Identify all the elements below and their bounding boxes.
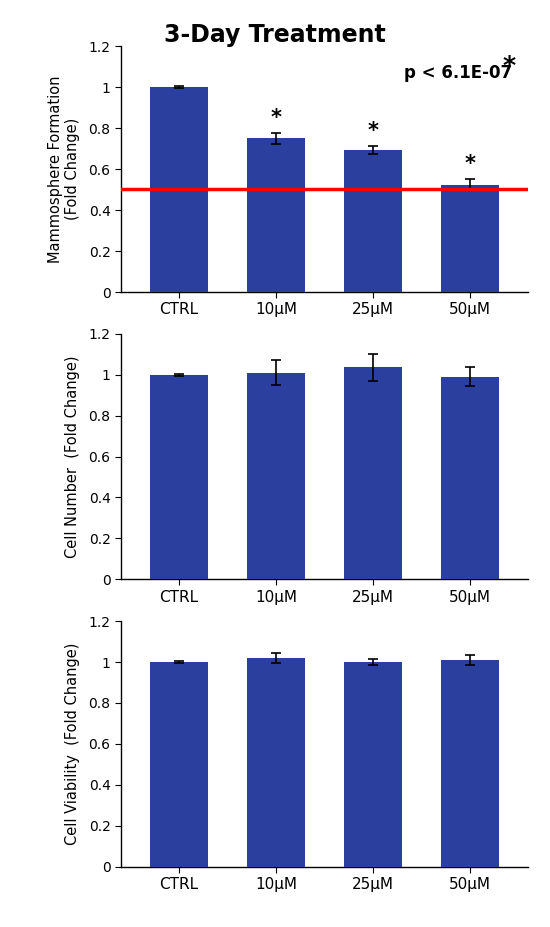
Text: p < 6.1E-07: p < 6.1E-07 — [404, 64, 512, 82]
Text: *: * — [464, 154, 475, 173]
Text: *: * — [503, 54, 516, 78]
Bar — [247, 373, 305, 579]
Text: *: * — [271, 108, 282, 128]
Text: *: * — [367, 121, 378, 141]
Y-axis label: Cell Number  (Fold Change): Cell Number (Fold Change) — [65, 355, 80, 558]
Bar — [344, 150, 402, 292]
Bar — [441, 376, 499, 579]
Bar — [150, 662, 208, 867]
Bar — [150, 87, 208, 292]
Y-axis label: Cell Viability  (Fold Change): Cell Viability (Fold Change) — [65, 642, 80, 845]
Bar — [441, 184, 499, 292]
Bar — [344, 367, 402, 579]
Text: 3-Day Treatment: 3-Day Treatment — [164, 23, 386, 47]
Bar — [441, 660, 499, 867]
Bar — [247, 138, 305, 292]
Bar — [344, 662, 402, 867]
Y-axis label: Mammosphere Formation
(Fold Change): Mammosphere Formation (Fold Change) — [48, 75, 80, 263]
Bar — [247, 658, 305, 867]
Bar — [150, 375, 208, 579]
